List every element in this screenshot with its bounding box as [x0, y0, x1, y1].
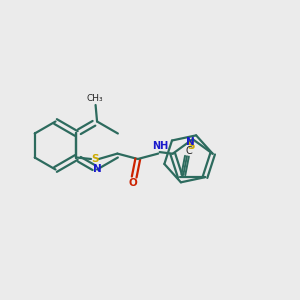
Text: C: C	[186, 146, 192, 156]
Text: N: N	[187, 137, 195, 147]
Text: S: S	[91, 154, 99, 164]
Text: S: S	[188, 141, 195, 151]
Text: CH₃: CH₃	[87, 94, 103, 103]
Text: NH: NH	[152, 141, 169, 151]
Text: N: N	[93, 164, 101, 175]
Text: O: O	[129, 178, 137, 188]
